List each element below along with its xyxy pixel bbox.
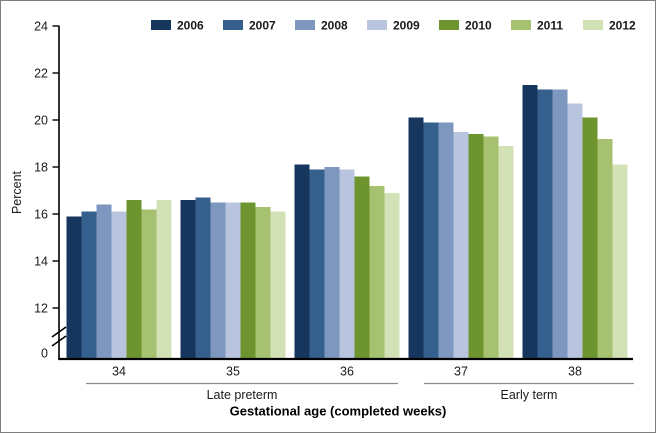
legend-item-2006: 2006: [151, 19, 204, 33]
bar-38w-2011: [597, 138, 613, 359]
y-tick-label-24: 24: [34, 20, 48, 34]
legend-label-2011: 2011: [537, 19, 563, 33]
early-term-label: Early term: [501, 388, 558, 402]
bar-34w-2008: [96, 204, 112, 359]
bar-36w-2011: [369, 185, 385, 359]
legend: 2006 2007 2008 2009 2010 2011 2012: [151, 19, 636, 33]
bar-35w-2011: [255, 206, 271, 359]
bar-34w-2012: [156, 199, 172, 359]
bars-group: [66, 84, 628, 360]
legend-item-2011: 2011: [511, 19, 563, 33]
bar-36w-2008: [324, 167, 340, 359]
bar-37w-2010: [468, 134, 484, 359]
bar-36w-2010: [354, 176, 370, 359]
legend-label-2006: 2006: [177, 19, 204, 33]
legend-item-2012: 2012: [583, 19, 636, 33]
bar-37w-2011: [483, 136, 499, 359]
bar-37w-2012: [498, 145, 514, 359]
bar-35w-2008: [210, 202, 226, 360]
y-axis-title: Percent: [10, 170, 24, 214]
legend-swatch-2010: [439, 20, 459, 30]
bar-34w-2011: [141, 209, 157, 359]
category-labels: 34 35 36 37 38: [112, 365, 582, 379]
bar-38w-2012: [612, 164, 628, 359]
late-preterm-label: Late preterm: [207, 388, 278, 402]
bar-36w-2006: [294, 164, 310, 359]
bar-38w-2008: [552, 89, 568, 360]
bar-36w-2012: [384, 192, 400, 359]
legend-swatch-2006: [151, 20, 171, 30]
legend-swatch-2012: [583, 20, 603, 30]
y-tick-label-14: 14: [34, 255, 48, 269]
y-ticks: 0 12 14 16 18 20 22 24: [34, 20, 59, 361]
bar-35w-2009: [225, 202, 241, 360]
legend-item-2009: 2009: [367, 19, 420, 33]
y-tick-label-22: 22: [34, 67, 48, 81]
bar-37w-2007: [423, 122, 439, 360]
bar-38w-2007: [537, 89, 553, 360]
legend-label-2010: 2010: [465, 19, 492, 33]
legend-swatch-2008: [295, 20, 315, 30]
bar-38w-2006: [522, 84, 538, 360]
legend-label-2009: 2009: [393, 19, 420, 33]
legend-label-2008: 2008: [321, 19, 348, 33]
legend-label-2007: 2007: [249, 19, 276, 33]
bar-37w-2009: [453, 131, 469, 360]
bar-34w-2006: [66, 216, 82, 359]
bar-35w-2010: [240, 202, 256, 360]
bar-37w-2006: [408, 117, 424, 359]
bar-38w-2009: [567, 103, 583, 359]
bar-38w-2010: [582, 117, 598, 359]
bar-35w-2012: [270, 211, 286, 359]
category-label-34: 34: [112, 365, 126, 379]
legend-swatch-2009: [367, 20, 387, 30]
bar-34w-2009: [111, 211, 127, 359]
axis-break-icon: [51, 326, 67, 347]
bar-34w-2007: [81, 211, 97, 359]
legend-item-2008: 2008: [295, 19, 348, 33]
legend-label-2012: 2012: [609, 19, 636, 33]
x-axis-title: Gestational age (completed weeks): [230, 404, 447, 419]
y-tick-label-16: 16: [34, 208, 48, 222]
legend-item-2010: 2010: [439, 19, 492, 33]
y-tick-label-20: 20: [34, 114, 48, 128]
y-tick-label-12: 12: [34, 302, 48, 316]
bar-34w-2010: [126, 199, 142, 359]
early-term-bracket: Early term: [424, 382, 634, 402]
bar-36w-2009: [339, 169, 355, 359]
legend-swatch-2011: [511, 20, 531, 30]
category-label-38: 38: [568, 365, 582, 379]
bar-35w-2007: [195, 197, 211, 359]
category-label-35: 35: [226, 365, 240, 379]
bar-35w-2006: [180, 199, 196, 359]
bar-36w-2007: [309, 169, 325, 359]
category-label-36: 36: [340, 365, 354, 379]
y-tick-label-18: 18: [34, 161, 48, 175]
legend-item-2007: 2007: [223, 19, 276, 33]
bar-37w-2008: [438, 122, 454, 360]
y-tick-label-0: 0: [41, 347, 48, 361]
late-preterm-bracket: Late preterm: [86, 382, 398, 402]
legend-swatch-2007: [223, 20, 243, 30]
category-label-37: 37: [454, 365, 468, 379]
